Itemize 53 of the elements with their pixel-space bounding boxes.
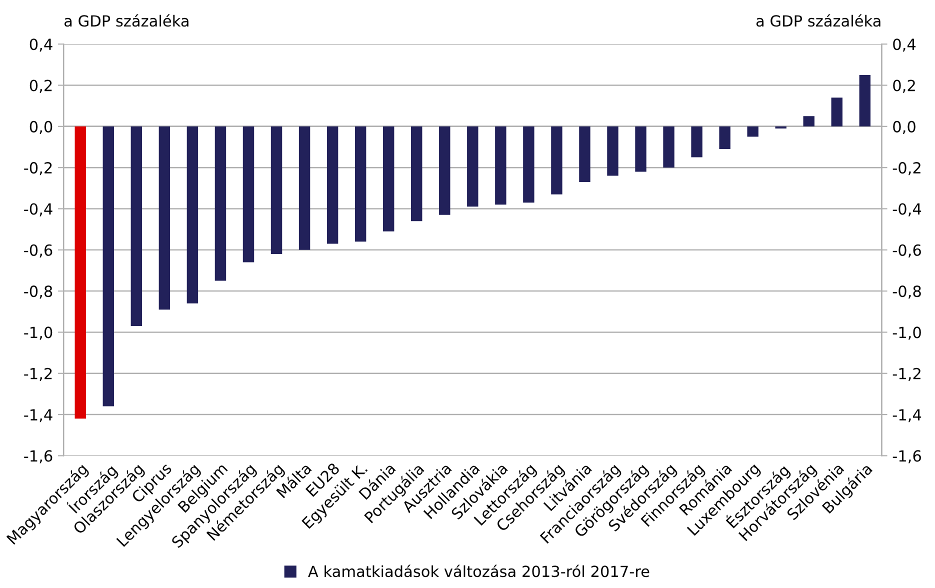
y-tick-label: -0,6: [24, 244, 52, 258]
bar: [691, 126, 702, 158]
bar: [495, 126, 506, 205]
bar: [635, 126, 646, 172]
bar: [74, 126, 86, 419]
bar: [298, 126, 310, 250]
y2-tick-label: -1,2: [892, 368, 920, 381]
y-tick-label: -0,4: [24, 203, 52, 216]
y-tick-label: -1,4: [24, 409, 52, 422]
bar: [663, 126, 674, 168]
bar: [551, 126, 562, 194]
y2-tick-label: -1,0: [892, 326, 921, 340]
y-tick-label: 0,2: [30, 80, 52, 93]
bar: [831, 98, 842, 126]
bar: [719, 126, 730, 150]
y-tick-label: -0,2: [24, 162, 52, 176]
bar: [803, 116, 814, 126]
bar: [859, 74, 870, 126]
y-tick-label: 0,0: [30, 120, 52, 134]
y2-tick-label: -1,4: [892, 409, 922, 422]
y2-tick-label: -0,6: [892, 244, 921, 258]
y2-tick-label: 0,0: [893, 120, 916, 134]
bar: [579, 126, 590, 182]
y2-tick-label: -0,8: [892, 286, 921, 299]
y2-tick-label: 0,4: [893, 38, 916, 52]
legend-label: A kamatkiadások változása 2013-ról 2017-re: [308, 564, 650, 578]
bar: [102, 126, 114, 406]
y-tick-label: -0,8: [24, 286, 52, 299]
bar: [523, 126, 534, 203]
bar: [467, 126, 478, 207]
bar: [607, 126, 618, 176]
bar: [214, 126, 226, 281]
y2-tick-label: -1,6: [892, 450, 921, 464]
bar: [158, 126, 170, 310]
bar: [270, 126, 282, 254]
y-tick-label: -1,2: [24, 368, 52, 381]
y2-tick-label: 0,2: [893, 80, 915, 93]
y2-tick-label: -0,4: [892, 203, 922, 216]
bar: [411, 126, 422, 222]
bar: [439, 126, 450, 215]
y2-axis-title: a GDP százaléka: [756, 14, 880, 27]
y-axis-title: a GDP százaléka: [64, 14, 188, 27]
bar: [326, 126, 338, 244]
bar: [242, 126, 254, 262]
bar: [747, 126, 758, 137]
bar: [186, 126, 198, 304]
bar: [382, 126, 394, 232]
bar: [354, 126, 366, 242]
y-tick-label: -1,0: [24, 326, 52, 340]
y2-tick-label: -0,2: [892, 162, 920, 176]
y-tick-label: -1,6: [24, 450, 52, 464]
bar: [130, 126, 142, 326]
y-tick-label: 0,4: [30, 38, 52, 52]
